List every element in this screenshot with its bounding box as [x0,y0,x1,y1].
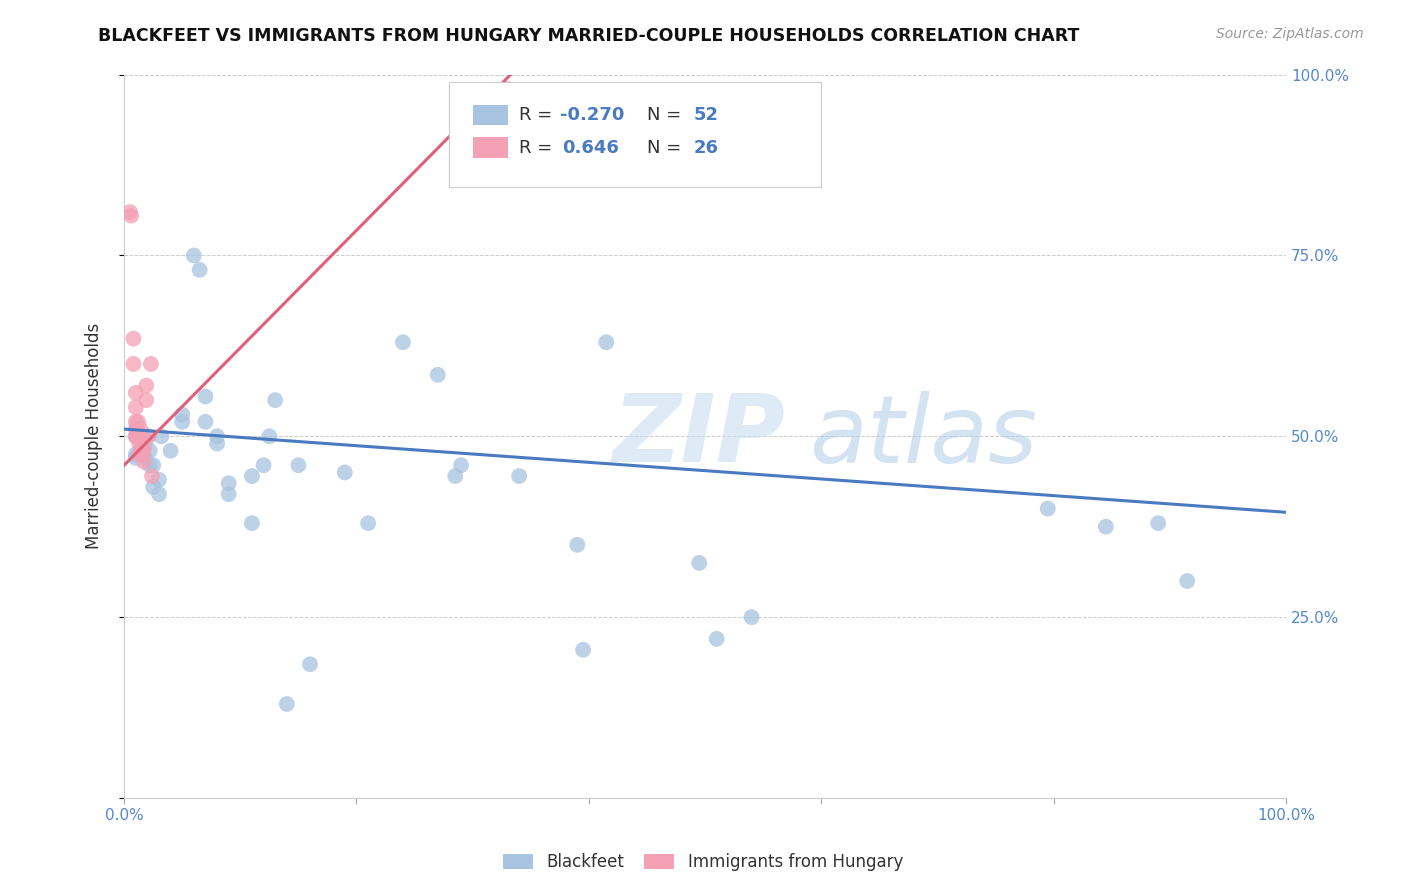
Point [125,415,148,429]
Point [1095,520,1118,534]
Point [139,357,162,371]
Point [218,476,240,491]
Point [148,487,170,501]
FancyBboxPatch shape [472,105,508,125]
Point [159,443,181,458]
Point [172,408,194,422]
Point [129,429,152,443]
Point [276,697,298,711]
Point [252,458,274,473]
Point [240,469,263,483]
Text: -0.270: -0.270 [560,106,624,124]
Point [131,443,153,458]
Point [134,450,156,465]
Point [135,393,157,408]
Point [205,436,228,450]
Point [132,455,155,469]
Point [125,422,148,436]
Point [496,82,519,96]
Point [136,429,159,443]
Point [148,473,170,487]
FancyBboxPatch shape [472,137,508,158]
Point [194,390,217,404]
Text: N =: N = [647,138,688,157]
Text: BLACKFEET VS IMMIGRANTS FROM HUNGARY MARRIED-COUPLE HOUSEHOLDS CORRELATION CHART: BLACKFEET VS IMMIGRANTS FROM HUNGARY MAR… [98,27,1080,45]
Point [132,447,155,461]
Text: R =: R = [519,138,564,157]
Point [125,401,148,415]
Point [572,642,595,657]
Point [141,469,163,483]
Point [741,610,763,624]
Point [125,429,148,443]
Y-axis label: Married-couple Households: Married-couple Households [86,323,103,549]
Point [129,422,152,436]
Point [122,357,145,371]
Point [138,429,160,443]
Point [131,440,153,454]
FancyBboxPatch shape [450,82,821,186]
Point [120,209,142,223]
Point [194,415,217,429]
Text: ZIP: ZIP [612,391,785,483]
Point [127,415,149,429]
Text: R =: R = [519,106,558,124]
Point [131,429,153,443]
Point [125,422,148,436]
Point [125,450,148,465]
Point [134,436,156,450]
Point [299,657,322,672]
Point [138,458,160,473]
Point [135,378,157,392]
Point [138,443,160,458]
Point [150,429,173,443]
Point [567,538,589,552]
Point [142,480,165,494]
Point [125,447,148,461]
Point [183,248,205,262]
Point [218,487,240,501]
Point [1036,501,1059,516]
Point [132,442,155,457]
Point [142,458,165,473]
Point [392,335,415,350]
Point [172,415,194,429]
Point [128,436,150,450]
Point [426,368,449,382]
Point [118,205,141,219]
Point [357,516,380,530]
Point [264,393,287,408]
Point [1147,516,1170,530]
Point [125,429,148,443]
Point [444,469,467,483]
Text: 26: 26 [693,138,718,157]
Text: atlas: atlas [810,391,1038,482]
Text: 52: 52 [693,106,718,124]
Point [122,332,145,346]
Point [333,466,356,480]
Point [706,632,728,646]
Point [205,429,228,443]
Point [259,429,281,443]
Point [188,263,211,277]
Point [125,429,148,443]
Text: Source: ZipAtlas.com: Source: ZipAtlas.com [1216,27,1364,41]
Point [508,469,530,483]
Point [128,447,150,461]
Point [1175,574,1198,588]
Point [240,516,263,530]
Point [450,458,472,473]
Legend: Blackfeet, Immigrants from Hungary: Blackfeet, Immigrants from Hungary [495,845,911,880]
Point [595,335,617,350]
Point [287,458,309,473]
Point [688,556,710,570]
Text: N =: N = [647,106,688,124]
Point [127,429,149,443]
Text: 0.646: 0.646 [562,138,619,157]
Point [125,385,148,400]
